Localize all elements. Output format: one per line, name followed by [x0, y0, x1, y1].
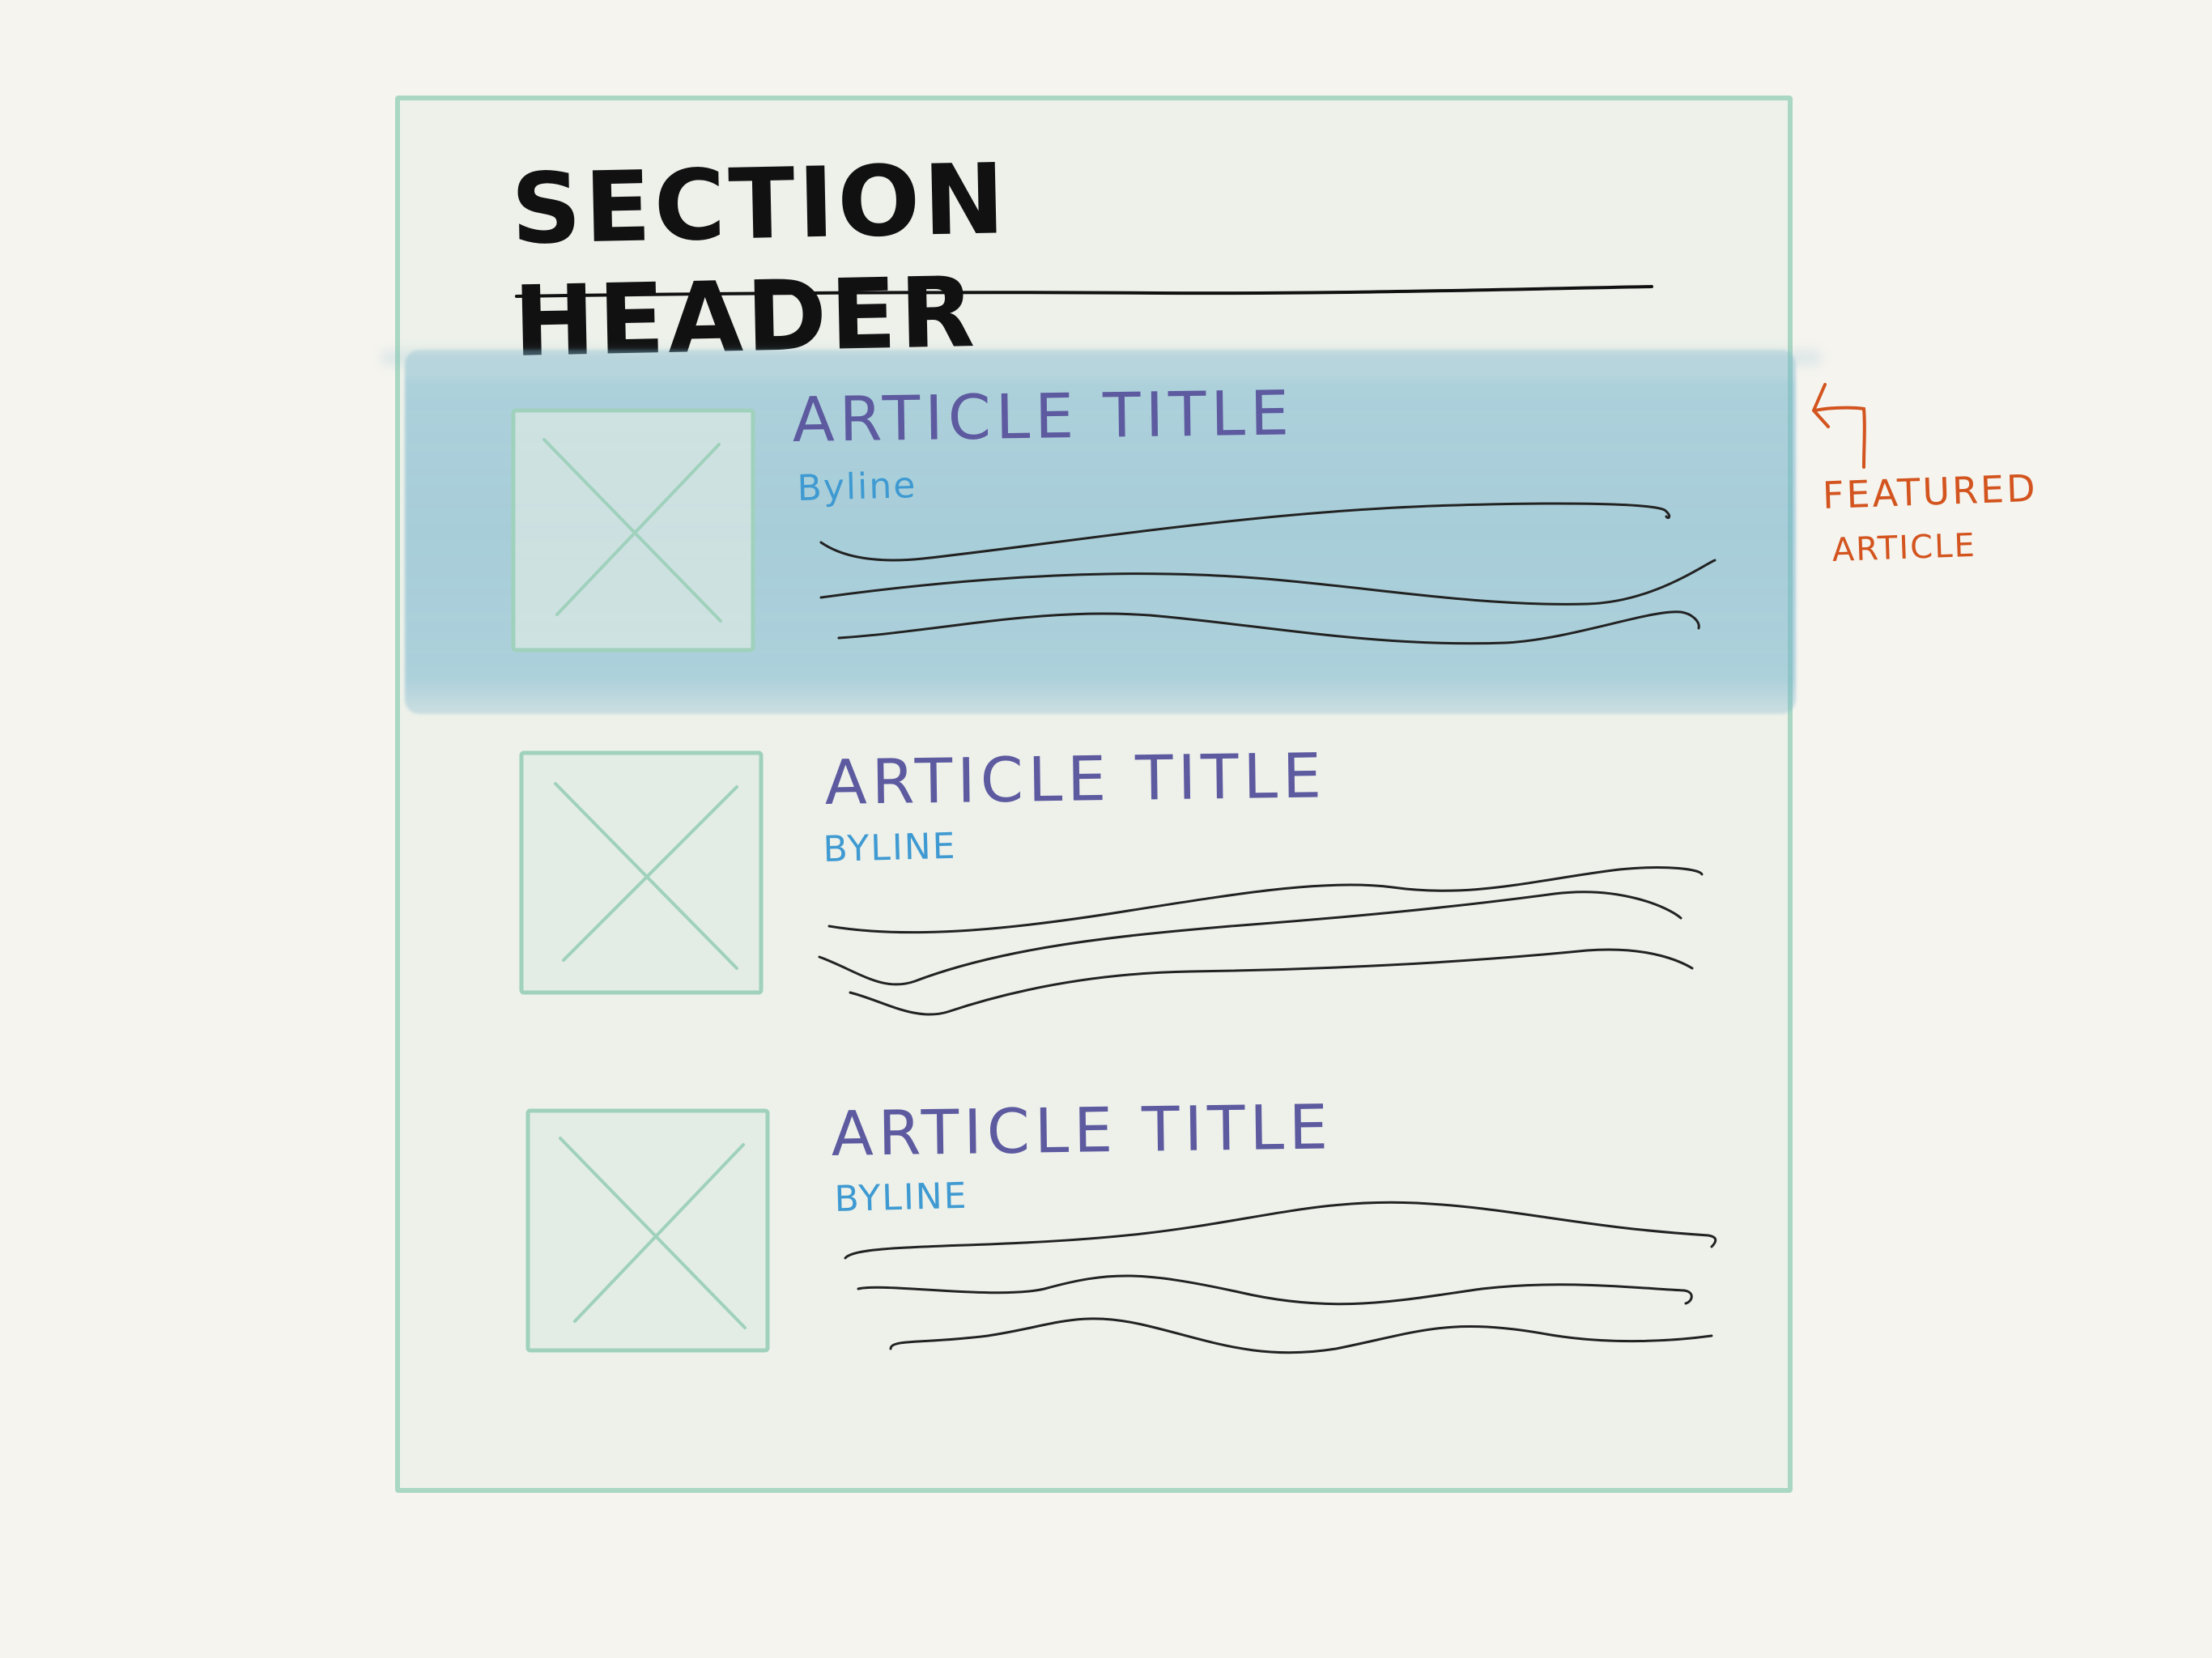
annotation-label: FEATURED	[1822, 466, 2039, 517]
article-title[interactable]: ARTICLE TITLE	[792, 376, 1295, 456]
arrow-icon	[1812, 383, 1866, 469]
article-title[interactable]: ARTICLE TITLE	[831, 1090, 1334, 1170]
article-excerpt-lines	[844, 1201, 1717, 1354]
section-header-underline	[515, 285, 1653, 298]
image-placeholder-icon	[525, 1108, 770, 1353]
featured-article-annotation: FEATURED ARTICLE	[1789, 376, 2129, 603]
article-excerpt-lines	[819, 502, 1716, 645]
image-placeholder-icon	[519, 750, 764, 995]
article-excerpt-lines	[818, 866, 1704, 1016]
annotation-label: ARTICLE	[1831, 526, 1977, 569]
article-title[interactable]: ARTICLE TITLE	[824, 739, 1327, 818]
image-placeholder-icon	[511, 408, 755, 653]
